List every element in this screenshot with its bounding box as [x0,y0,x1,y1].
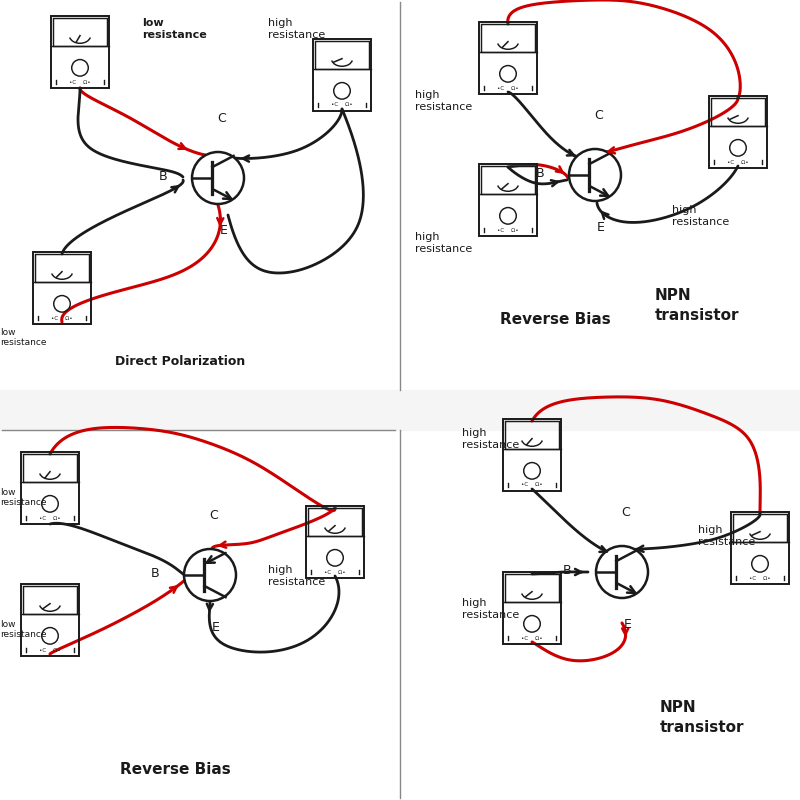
Text: E: E [624,618,632,631]
Text: low
resistance: low resistance [0,488,46,507]
Circle shape [569,149,621,201]
Bar [481,24,535,52]
Text: C: C [594,109,603,122]
Text: high
resistance: high resistance [268,565,326,586]
Bar [711,98,765,126]
Bar [481,166,535,194]
Bar [313,39,371,111]
Text: •C    Ω•: •C Ω• [521,482,543,487]
Bar [503,572,561,644]
Text: high
resistance: high resistance [268,18,326,39]
Bar [505,421,559,450]
Bar [21,452,79,524]
Text: high
resistance: high resistance [698,525,755,546]
Text: •C    Ω•: •C Ω• [51,315,73,321]
Circle shape [596,546,648,598]
Text: NPN
transistor: NPN transistor [655,288,739,322]
Bar [505,574,559,602]
Text: B: B [158,170,167,183]
Text: •C    Ω•: •C Ω• [39,515,61,521]
Bar [308,508,362,536]
Text: high
resistance: high resistance [462,428,519,450]
Text: Reverse Bias: Reverse Bias [500,312,610,327]
Text: high
resistance: high resistance [462,598,519,619]
Text: •C    Ω•: •C Ω• [331,102,353,107]
Bar [315,41,369,70]
Bar [479,22,537,94]
Bar [306,506,364,578]
Bar [709,96,767,168]
Bar [503,419,561,491]
Text: Reverse Bias: Reverse Bias [120,762,230,777]
Text: B: B [536,167,544,180]
Text: low
resistance: low resistance [0,328,46,347]
Bar [731,512,789,584]
Bar [23,586,77,614]
Bar [23,454,77,482]
Bar [33,252,91,324]
Text: B: B [562,564,571,577]
Text: NPN
transistor: NPN transistor [660,700,745,734]
Text: C: C [622,506,630,519]
Text: B: B [150,567,159,580]
Text: E: E [212,621,220,634]
Text: •C    Ω•: •C Ω• [39,647,61,653]
Text: •C    Ω•: •C Ω• [521,635,543,641]
Text: •C    Ω•: •C Ω• [69,79,91,85]
Text: •C    Ω•: •C Ω• [497,86,519,90]
Text: Direct Polarization: Direct Polarization [115,355,245,368]
Text: high
resistance: high resistance [415,90,472,111]
Text: C: C [218,112,226,125]
Bar [733,514,787,542]
Bar [53,18,107,46]
Text: high
resistance: high resistance [672,205,730,226]
Circle shape [184,549,236,601]
Text: •C    Ω•: •C Ω• [727,159,749,165]
Text: •C    Ω•: •C Ω• [497,227,519,233]
Text: low
resistance: low resistance [142,18,206,39]
Text: •C    Ω•: •C Ω• [324,570,346,574]
Text: E: E [597,221,605,234]
Text: high
resistance: high resistance [415,232,472,254]
Bar [21,584,79,656]
Circle shape [192,152,244,204]
Text: low
resistance: low resistance [0,620,46,639]
Text: C: C [210,509,218,522]
Text: E: E [220,224,228,237]
Text: •C    Ω•: •C Ω• [749,575,771,581]
Bar [479,164,537,236]
Bar [51,16,109,88]
Bar [35,254,89,282]
